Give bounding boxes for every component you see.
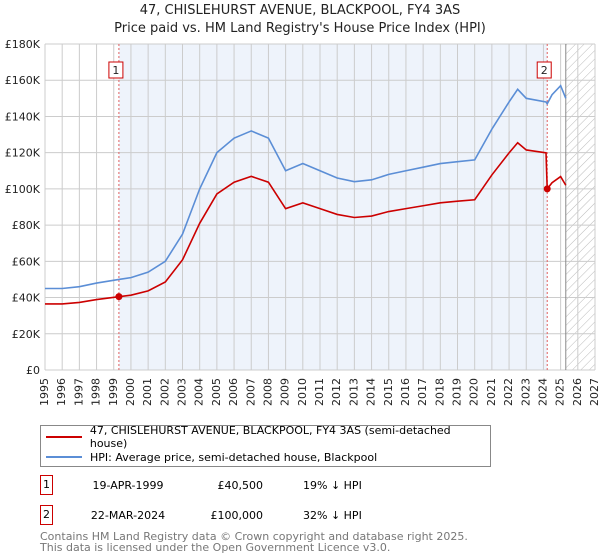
y-tick-label: £80K — [12, 219, 41, 232]
subtitle-line: Price paid vs. HM Land Registry's House … — [114, 21, 486, 36]
property-price-line — [45, 141, 567, 305]
forecast-hatch — [565, 44, 595, 370]
sale-price: £40,500 — [217, 478, 264, 492]
x-tick-label: 2020 — [468, 378, 481, 406]
y-tick-label: £180K — [5, 38, 41, 51]
legend: 47, CHISLEHURST AVENUE, BLACKPOOL, FY4 3… — [40, 424, 491, 467]
y-tick-label: £160K — [5, 74, 41, 87]
x-tick-label: 2008 — [261, 378, 274, 406]
title-line: 47, CHISLEHURST AVENUE, BLACKPOOL, FY4 3… — [139, 3, 461, 18]
x-tick-label: 2003 — [176, 378, 189, 406]
x-tick-label: 2005 — [210, 378, 223, 406]
sale-point — [115, 293, 123, 301]
sale-date: 22-MAR-2024 — [90, 508, 166, 522]
x-tick-label: 2007 — [244, 378, 257, 406]
sale-marker-box: 1 — [40, 475, 53, 495]
sale-date: 19-APR-1999 — [92, 478, 164, 492]
sale-marker-box: 2 — [40, 505, 53, 525]
x-tick-label: 2010 — [296, 378, 309, 406]
x-tick-label: 2018 — [433, 378, 446, 406]
y-tick-label: £0 — [26, 364, 40, 377]
y-tick-label: £100K — [5, 183, 41, 196]
price-chart: 1995 1996 1997 1998 1999 2000 2001 2002 2003 2004… — [5, 38, 600, 406]
x-tick-label: 2024 — [536, 378, 549, 406]
x-tick-label: 2027 — [588, 378, 600, 406]
x-tick-label: 2000 — [124, 378, 137, 406]
sale-marker-box — [108, 61, 124, 79]
legend-label-property: 47, CHISLEHURST AVENUE, BLACKPOOL, FY4 3… — [89, 424, 451, 450]
y-tick-label: £60K — [12, 255, 41, 268]
x-tick-label: 2026 — [571, 378, 584, 406]
footer-line: Contains HM Land Registry data © Crown c… — [40, 530, 468, 543]
x-tick-label: 2013 — [347, 378, 360, 406]
x-tick-label: 1999 — [107, 378, 120, 406]
sale-marker-label: 2 — [541, 64, 548, 77]
x-tick-label: 2011 — [313, 378, 326, 406]
x-tick-label: 2014 — [365, 378, 378, 406]
sale-hpi-diff: 32% ↓ HPI — [303, 508, 362, 522]
legend-red-line — [46, 436, 82, 438]
sale-point — [543, 185, 551, 193]
sale-row: 1 19-APR-1999 £40,500 19% ↓ HPI — [40, 475, 362, 495]
legend-blue-line — [46, 456, 82, 458]
footer: Contains HM Land Registry data © Crown c… — [40, 531, 468, 553]
sale-marker-label: 1 — [112, 64, 119, 77]
sale-marker-box — [536, 61, 552, 79]
x-tick-label: 2002 — [158, 378, 171, 406]
x-tick-label: 2016 — [399, 378, 412, 406]
x-tick-label: 1998 — [90, 378, 103, 406]
y-tick-label: £120K — [5, 147, 41, 160]
x-tick-label: 2015 — [382, 378, 395, 406]
legend-label-hpi: HPI: Average price, semi-detached house,… — [90, 450, 378, 464]
x-tick-label: 2025 — [554, 378, 567, 406]
sale-period-shading — [118, 44, 548, 370]
sale-price: £100,000 — [210, 508, 264, 522]
sale-row: 2 22-MAR-2024 £100,000 32% ↓ HPI — [40, 505, 362, 525]
x-tick-label: 2019 — [451, 378, 464, 406]
y-tick-label: £20K — [12, 328, 41, 341]
y-tick-label: £140K — [5, 110, 41, 123]
sale-hpi-diff: 19% ↓ HPI — [303, 478, 362, 492]
x-tick-label: 1995 — [38, 378, 51, 406]
x-tick-label: 2004 — [193, 378, 206, 406]
x-tick-label: 2021 — [485, 378, 498, 406]
x-tick-label: 2009 — [279, 378, 292, 406]
x-tick-label: 2017 — [416, 378, 429, 406]
hpi-line — [45, 84, 567, 290]
x-tick-label: 2006 — [227, 378, 240, 406]
x-tick-label: 2023 — [519, 378, 532, 406]
x-tick-label: 1997 — [72, 378, 85, 406]
x-tick-label: 2022 — [502, 378, 515, 406]
footer-line: This data is licensed under the Open Gov… — [40, 541, 391, 554]
x-tick-label: 2001 — [141, 378, 154, 406]
x-tick-label: 1996 — [55, 378, 68, 406]
y-tick-label: £40K — [12, 292, 41, 305]
chart-title: 47, CHISLEHURST AVENUE, BLACKPOOL, FY4 3… — [0, 2, 600, 38]
x-tick-label: 2012 — [330, 378, 343, 406]
